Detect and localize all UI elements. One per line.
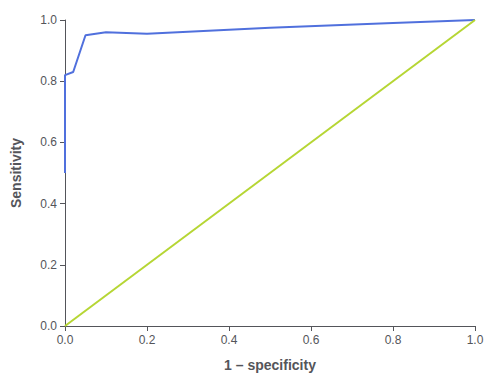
svg-text:1.0: 1.0	[40, 13, 57, 27]
svg-text:Sensitivity: Sensitivity	[8, 138, 24, 208]
svg-text:1 – specificity: 1 – specificity	[224, 357, 316, 373]
svg-text:0.8: 0.8	[40, 74, 57, 88]
svg-text:0.2: 0.2	[139, 333, 156, 347]
svg-text:1.0: 1.0	[467, 333, 484, 347]
svg-text:0.6: 0.6	[303, 333, 320, 347]
svg-text:0.4: 0.4	[221, 333, 238, 347]
svg-text:0.0: 0.0	[57, 333, 74, 347]
svg-text:0.2: 0.2	[40, 258, 57, 272]
svg-text:0.6: 0.6	[40, 135, 57, 149]
svg-text:0.0: 0.0	[40, 319, 57, 333]
svg-text:0.8: 0.8	[385, 333, 402, 347]
svg-text:0.4: 0.4	[40, 197, 57, 211]
